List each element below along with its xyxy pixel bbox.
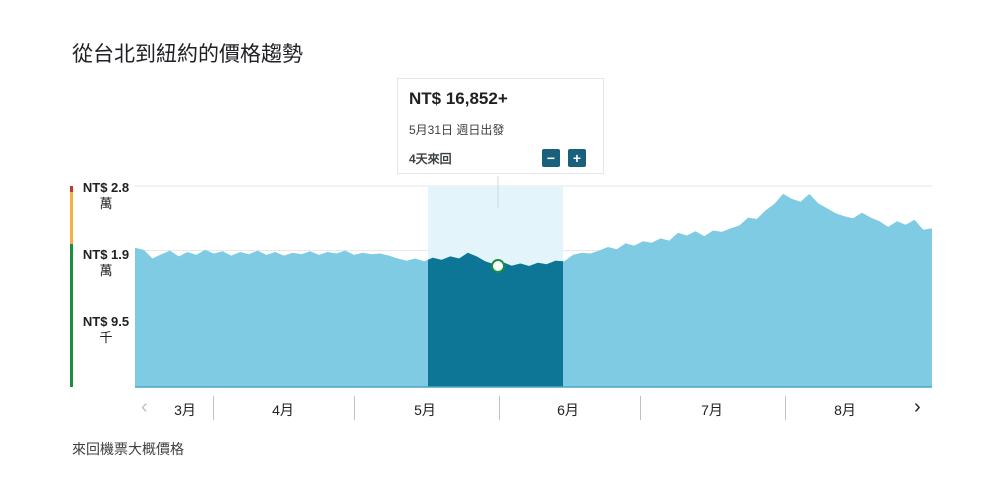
month-label[interactable]: 8月 xyxy=(834,402,856,418)
month-label[interactable]: 5月 xyxy=(414,402,436,418)
footnote: 來回機票大概價格 xyxy=(72,441,184,457)
price-level-bar-low xyxy=(70,244,73,387)
tooltip-trip-duration: 4天來回 xyxy=(409,152,452,166)
chevron-left-icon[interactable]: ‹ xyxy=(141,396,148,418)
price-level-bar-high xyxy=(70,186,73,192)
price-level-bar-mid xyxy=(70,192,73,244)
selected-price-point xyxy=(491,259,505,274)
tooltip-price: NT$ 16,852+ xyxy=(409,89,508,108)
y-tick-unit: 萬 xyxy=(99,263,113,278)
month-label[interactable]: 3月 xyxy=(174,402,196,418)
month-separator xyxy=(354,396,355,420)
y-tick-unit: 萬 xyxy=(99,196,113,211)
y-tick-label-high: NT$ 2.8 萬 xyxy=(76,180,136,212)
month-separator xyxy=(213,396,214,420)
increase-duration-button[interactable]: + xyxy=(568,149,586,167)
chart-title: 從台北到紐約的價格趨勢 xyxy=(72,43,303,66)
y-tick-label-mid: NT$ 1.9 萬 xyxy=(76,247,136,279)
y-tick-price: NT$ 2.8 xyxy=(82,180,130,195)
selected-price-area xyxy=(428,252,563,387)
month-separator xyxy=(785,396,786,420)
month-separator xyxy=(640,396,641,420)
y-tick-price: NT$ 9.5 xyxy=(82,314,130,329)
y-tick-label-low: NT$ 9.5 千 xyxy=(76,314,136,346)
decrease-duration-button[interactable]: − xyxy=(542,149,560,167)
y-tick-price: NT$ 1.9 xyxy=(82,247,130,262)
y-tick-unit: 千 xyxy=(99,330,113,345)
month-label[interactable]: 7月 xyxy=(701,402,723,418)
month-separator xyxy=(499,396,500,420)
month-label[interactable]: 4月 xyxy=(272,402,294,418)
month-label[interactable]: 6月 xyxy=(557,402,579,418)
tooltip-departure-date: 5月31日 週日出發 xyxy=(409,123,505,137)
chevron-right-icon[interactable]: › xyxy=(914,396,921,418)
price-tooltip: NT$ 16,852+ 5月31日 週日出發 4天來回 − + xyxy=(397,78,604,174)
